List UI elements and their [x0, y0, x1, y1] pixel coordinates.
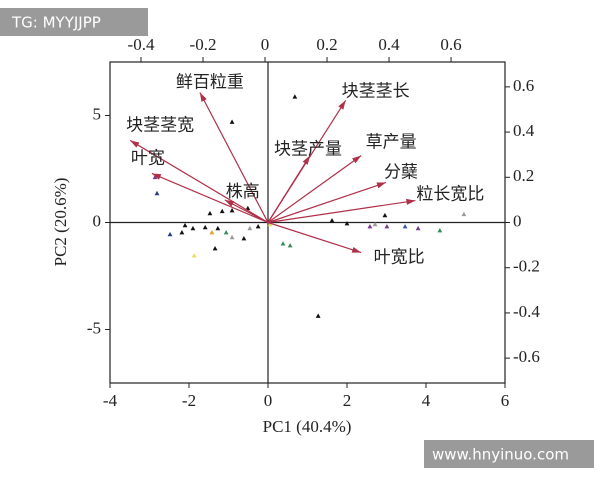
x2-tick-label: 0 — [261, 35, 270, 54]
score-point — [367, 223, 373, 229]
score-point — [167, 231, 173, 237]
loading-label: 叶宽比 — [374, 247, 425, 266]
score-point — [382, 212, 388, 218]
y2-tick-label: 0.2 — [513, 166, 534, 185]
watermark: www.hnyinuo.com — [432, 446, 569, 464]
y2-tick-label: -0.2 — [513, 257, 540, 276]
x2-tick-label: 0.2 — [316, 35, 337, 54]
loading-label: 株高 — [226, 182, 260, 201]
y-tick-label: -5 — [87, 318, 101, 337]
score-point — [384, 223, 390, 229]
score-point — [267, 221, 273, 227]
score-point — [215, 225, 221, 231]
x-tick-label: -2 — [182, 391, 196, 410]
score-point — [219, 208, 225, 214]
loading-arrow — [129, 139, 269, 224]
loading-label: 块茎茎宽 — [126, 115, 194, 134]
loading-label: 叶宽 — [131, 148, 165, 167]
score-point — [182, 222, 188, 228]
score-point — [402, 223, 408, 229]
score-point — [292, 94, 298, 99]
score-point — [245, 205, 251, 211]
score-point — [461, 211, 467, 217]
score-point — [280, 241, 286, 246]
watermark: TG: MYYJJPP — [11, 14, 101, 32]
x2-tick-label: -0.2 — [190, 35, 217, 54]
loading-arrow — [267, 155, 362, 223]
loading-arrow — [199, 92, 269, 223]
score-point — [190, 225, 196, 231]
y-tick-label: 5 — [93, 104, 102, 123]
loading-label: 分蘖 — [384, 162, 418, 181]
score-point — [415, 225, 421, 231]
x-tick-label: 6 — [501, 391, 510, 410]
score-point — [209, 229, 215, 235]
score-point — [202, 224, 208, 230]
loading-arrow — [267, 221, 362, 254]
score-point — [229, 234, 235, 240]
x2-tick-label: 0.6 — [440, 35, 461, 54]
arrow-head — [352, 155, 362, 164]
watermark-box — [424, 440, 594, 468]
y-axis-label: PC2 (20.6%) — [51, 178, 70, 267]
score-point — [241, 235, 247, 241]
loading-label: 块茎茎长 — [342, 81, 410, 100]
score-point — [191, 253, 197, 258]
score-point — [287, 243, 293, 248]
y-tick-label: 0 — [93, 211, 102, 230]
arrow-head — [351, 246, 362, 253]
loading-label: 草产量 — [366, 132, 417, 151]
score-point — [372, 221, 378, 227]
watermark-box — [0, 8, 148, 36]
arrow-head — [302, 155, 310, 165]
x-tick-label: 0 — [264, 391, 273, 410]
loading-label: 鲜百粒重 — [176, 72, 244, 91]
arrow-head — [130, 140, 140, 148]
y2-tick-label: 0.4 — [513, 121, 535, 140]
score-point — [437, 228, 443, 233]
score-point — [344, 220, 350, 226]
y2-tick-label: 0.6 — [513, 76, 534, 95]
x2-tick-label: -0.4 — [128, 35, 155, 54]
score-point — [315, 313, 321, 318]
score-point — [329, 217, 335, 223]
arrow-head — [376, 182, 386, 189]
x-tick-label: 2 — [343, 391, 352, 410]
arrow-head — [406, 198, 416, 205]
x-axis-label: PC1 (40.4%) — [263, 417, 352, 436]
arrow-head — [338, 100, 346, 110]
score-point — [207, 210, 213, 216]
loading-arrow — [151, 172, 269, 224]
loading-arrow — [267, 155, 311, 223]
score-point — [179, 229, 185, 235]
loading-arrow — [267, 199, 416, 224]
loading-arrow — [267, 181, 387, 224]
score-point — [152, 174, 158, 180]
arrow-head — [151, 173, 162, 180]
y2-tick-label: -0.4 — [513, 302, 540, 321]
loading-label: 粒长宽比 — [416, 184, 484, 203]
y2-tick-label: 0 — [513, 211, 522, 230]
score-point — [212, 246, 218, 251]
x2-tick-label: 0.4 — [378, 35, 400, 54]
score-point — [154, 190, 160, 196]
score-point — [247, 225, 253, 231]
y2-tick-label: -0.6 — [513, 347, 540, 366]
loading-label: 块茎产量 — [274, 139, 342, 158]
score-point — [229, 207, 235, 213]
arrow-head — [224, 199, 235, 207]
score-point — [255, 223, 261, 229]
score-point — [223, 229, 229, 235]
x-tick-label: 4 — [422, 391, 431, 410]
arrow-head — [199, 92, 207, 102]
score-point — [229, 119, 235, 124]
x-tick-label: -4 — [103, 391, 118, 410]
